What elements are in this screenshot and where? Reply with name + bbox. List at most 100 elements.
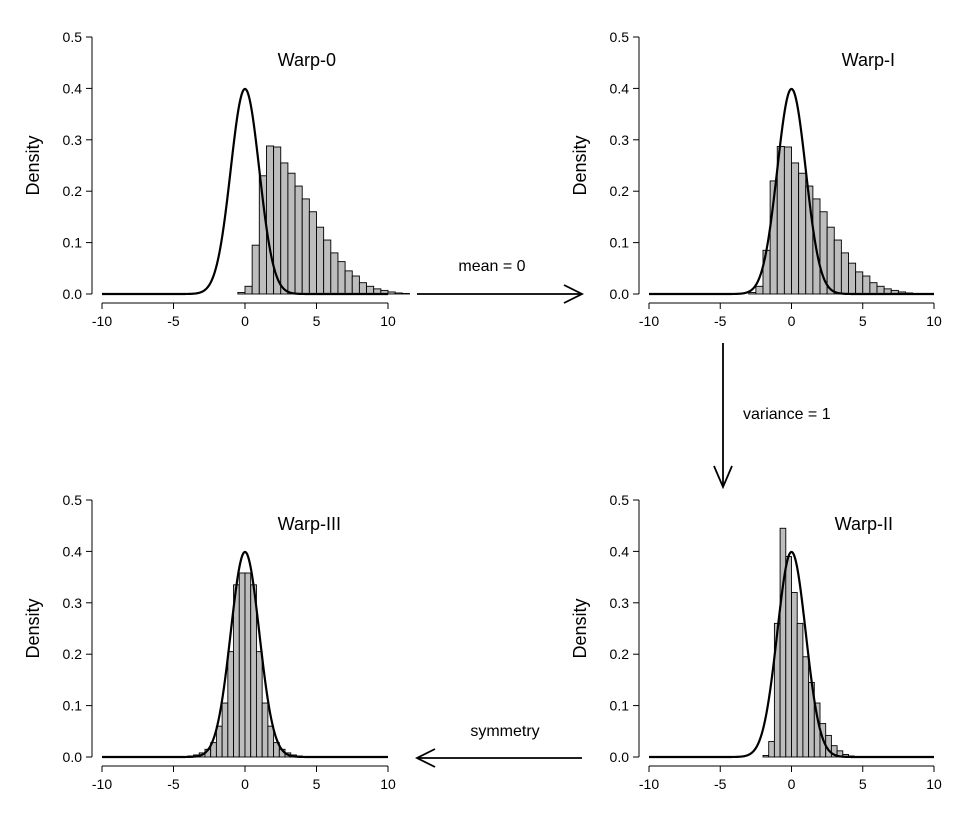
y-tick-label: 0.1 <box>610 698 630 714</box>
y-axis-title: Density <box>23 135 43 195</box>
x-tick-label: 5 <box>859 313 867 329</box>
x-tick-label: 0 <box>241 776 249 792</box>
histogram-bar <box>358 282 367 295</box>
x-tick-label: 10 <box>926 776 942 792</box>
histogram-bar <box>237 292 246 295</box>
x-axis: -10 -5 0 5 10 <box>639 302 942 329</box>
histogram-bar <box>250 584 257 758</box>
chart-panel-warp-i: 0.0 0.1 0.2 0.3 0.4 0.5 -10 -5 0 5 10 Density Warp-I <box>570 29 942 329</box>
histogram <box>748 146 921 295</box>
x-tick-label: 0 <box>788 776 796 792</box>
arrowhead-down <box>713 465 733 490</box>
transition-symmetry: symmetry <box>414 723 582 768</box>
y-tick-label: 0.0 <box>63 749 83 765</box>
histogram-bar <box>301 198 310 295</box>
y-axis: 0.0 0.1 0.2 0.3 0.4 0.5 <box>63 29 93 302</box>
y-tick-label: 0.1 <box>610 235 630 251</box>
histogram-bar <box>351 275 360 295</box>
histogram-bar <box>244 285 253 295</box>
histogram-bar <box>840 252 849 295</box>
y-tick-label: 0.4 <box>610 80 630 96</box>
x-tick-label: 5 <box>313 313 321 329</box>
panel-title: Warp-II <box>835 514 893 534</box>
histogram-bar <box>337 261 346 295</box>
density-curve <box>101 87 389 296</box>
histogram-bar <box>255 651 263 758</box>
transition-label: symmetry <box>470 723 539 740</box>
density-curve <box>101 550 389 759</box>
histogram-bar <box>366 285 375 295</box>
y-tick-label: 0.2 <box>610 646 630 662</box>
x-tick-label: -5 <box>714 776 727 792</box>
panel-title: Warp-I <box>842 50 895 70</box>
x-tick-label: -10 <box>92 776 112 792</box>
histogram-bar <box>261 702 269 758</box>
histogram-bar <box>755 285 764 295</box>
arrowhead-right <box>563 284 585 304</box>
x-axis: -10 -5 0 5 10 <box>92 765 396 792</box>
x-tick-label: 5 <box>859 776 867 792</box>
histogram-bar <box>401 293 410 295</box>
x-tick-label: -5 <box>167 313 180 329</box>
x-axis: -10 -5 0 5 10 <box>92 302 396 329</box>
transition-label: variance = 1 <box>743 406 831 423</box>
histogram-bar <box>785 556 792 758</box>
y-axis: 0.0 0.1 0.2 0.3 0.4 0.5 <box>610 492 640 765</box>
y-axis: 0.0 0.1 0.2 0.3 0.4 0.5 <box>610 29 640 302</box>
transition-label: mean = 0 <box>458 258 525 275</box>
histogram-bar <box>848 262 857 295</box>
histogram-bar <box>748 292 757 295</box>
histogram-bar <box>323 239 332 295</box>
y-axis: 0.0 0.1 0.2 0.3 0.4 0.5 <box>63 492 93 765</box>
histogram-bar <box>387 291 396 295</box>
histogram-bar <box>227 651 235 758</box>
histogram-bar <box>330 252 339 295</box>
y-tick-label: 0.5 <box>610 29 630 45</box>
y-axis-title: Density <box>570 598 590 658</box>
chart-panel-warp-iii: 0.0 0.1 0.2 0.3 0.4 0.5 -10 -5 0 5 10 Density Warp-I… <box>23 492 396 792</box>
density-curve <box>648 87 935 296</box>
x-tick-label: 5 <box>313 776 321 792</box>
histogram-bar <box>287 172 296 295</box>
density-curve <box>648 550 935 759</box>
histogram-bar <box>244 572 252 758</box>
histogram-bar <box>344 270 353 295</box>
y-tick-label: 0.0 <box>610 749 630 765</box>
x-axis: -10 -5 0 5 10 <box>639 765 942 792</box>
x-tick-label: -5 <box>714 313 727 329</box>
histogram-bar <box>791 162 800 295</box>
x-tick-label: 0 <box>241 313 249 329</box>
x-tick-label: 0 <box>788 313 796 329</box>
chart-panel-warp-0: 0.0 0.1 0.2 0.3 0.4 0.5 -10 -5 0 5 10 Density Warp-0 <box>23 29 410 329</box>
histogram-bar <box>833 239 842 295</box>
x-tick-label: -10 <box>92 313 112 329</box>
panel-title: Warp-0 <box>278 50 336 70</box>
y-tick-label: 0.5 <box>610 492 630 508</box>
y-tick-label: 0.3 <box>63 595 83 611</box>
histogram-bar <box>251 244 260 295</box>
y-tick-label: 0.3 <box>610 132 630 148</box>
histogram-bar <box>267 725 275 758</box>
x-tick-label: 10 <box>380 313 396 329</box>
y-tick-label: 0.1 <box>63 698 83 714</box>
histogram-bar <box>294 185 303 295</box>
histogram-bar <box>233 584 240 758</box>
y-tick-label: 0.2 <box>63 183 83 199</box>
histogram-bar <box>876 285 885 295</box>
chart-panels: 0.0 0.1 0.2 0.3 0.4 0.5 -10 -5 0 5 10 Density Warp-0… <box>23 29 942 792</box>
histogram <box>237 145 410 295</box>
y-tick-label: 0.0 <box>63 286 83 302</box>
y-tick-label: 0.5 <box>63 29 83 45</box>
y-tick-label: 0.4 <box>63 80 83 96</box>
histogram-bar <box>869 282 878 295</box>
y-tick-label: 0.4 <box>63 543 83 559</box>
x-tick-label: -10 <box>639 313 659 329</box>
histogram <box>762 527 855 758</box>
y-axis-title: Density <box>23 598 43 658</box>
y-tick-label: 0.4 <box>610 543 630 559</box>
histogram-bar <box>394 292 403 295</box>
y-tick-label: 0.5 <box>63 492 83 508</box>
histogram-bar <box>768 741 775 758</box>
histogram-bar <box>762 755 770 758</box>
